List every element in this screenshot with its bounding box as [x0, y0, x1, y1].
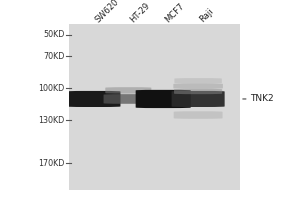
FancyBboxPatch shape — [66, 91, 121, 107]
Text: Raji: Raji — [198, 7, 215, 24]
Text: HT-29: HT-29 — [128, 1, 152, 24]
FancyBboxPatch shape — [174, 78, 222, 83]
FancyBboxPatch shape — [174, 89, 222, 94]
Text: SW620: SW620 — [93, 0, 121, 24]
FancyBboxPatch shape — [173, 83, 223, 89]
Text: 50KD: 50KD — [44, 30, 65, 39]
Text: 170KD: 170KD — [38, 159, 65, 168]
Text: 70KD: 70KD — [44, 52, 65, 61]
Text: TNK2: TNK2 — [250, 94, 273, 103]
FancyBboxPatch shape — [103, 94, 153, 104]
FancyBboxPatch shape — [136, 90, 191, 108]
FancyBboxPatch shape — [105, 87, 152, 94]
FancyBboxPatch shape — [172, 91, 225, 107]
Text: MCF7: MCF7 — [163, 1, 186, 24]
Text: 100KD: 100KD — [39, 84, 65, 93]
FancyBboxPatch shape — [174, 111, 223, 119]
Text: 130KD: 130KD — [39, 116, 65, 125]
